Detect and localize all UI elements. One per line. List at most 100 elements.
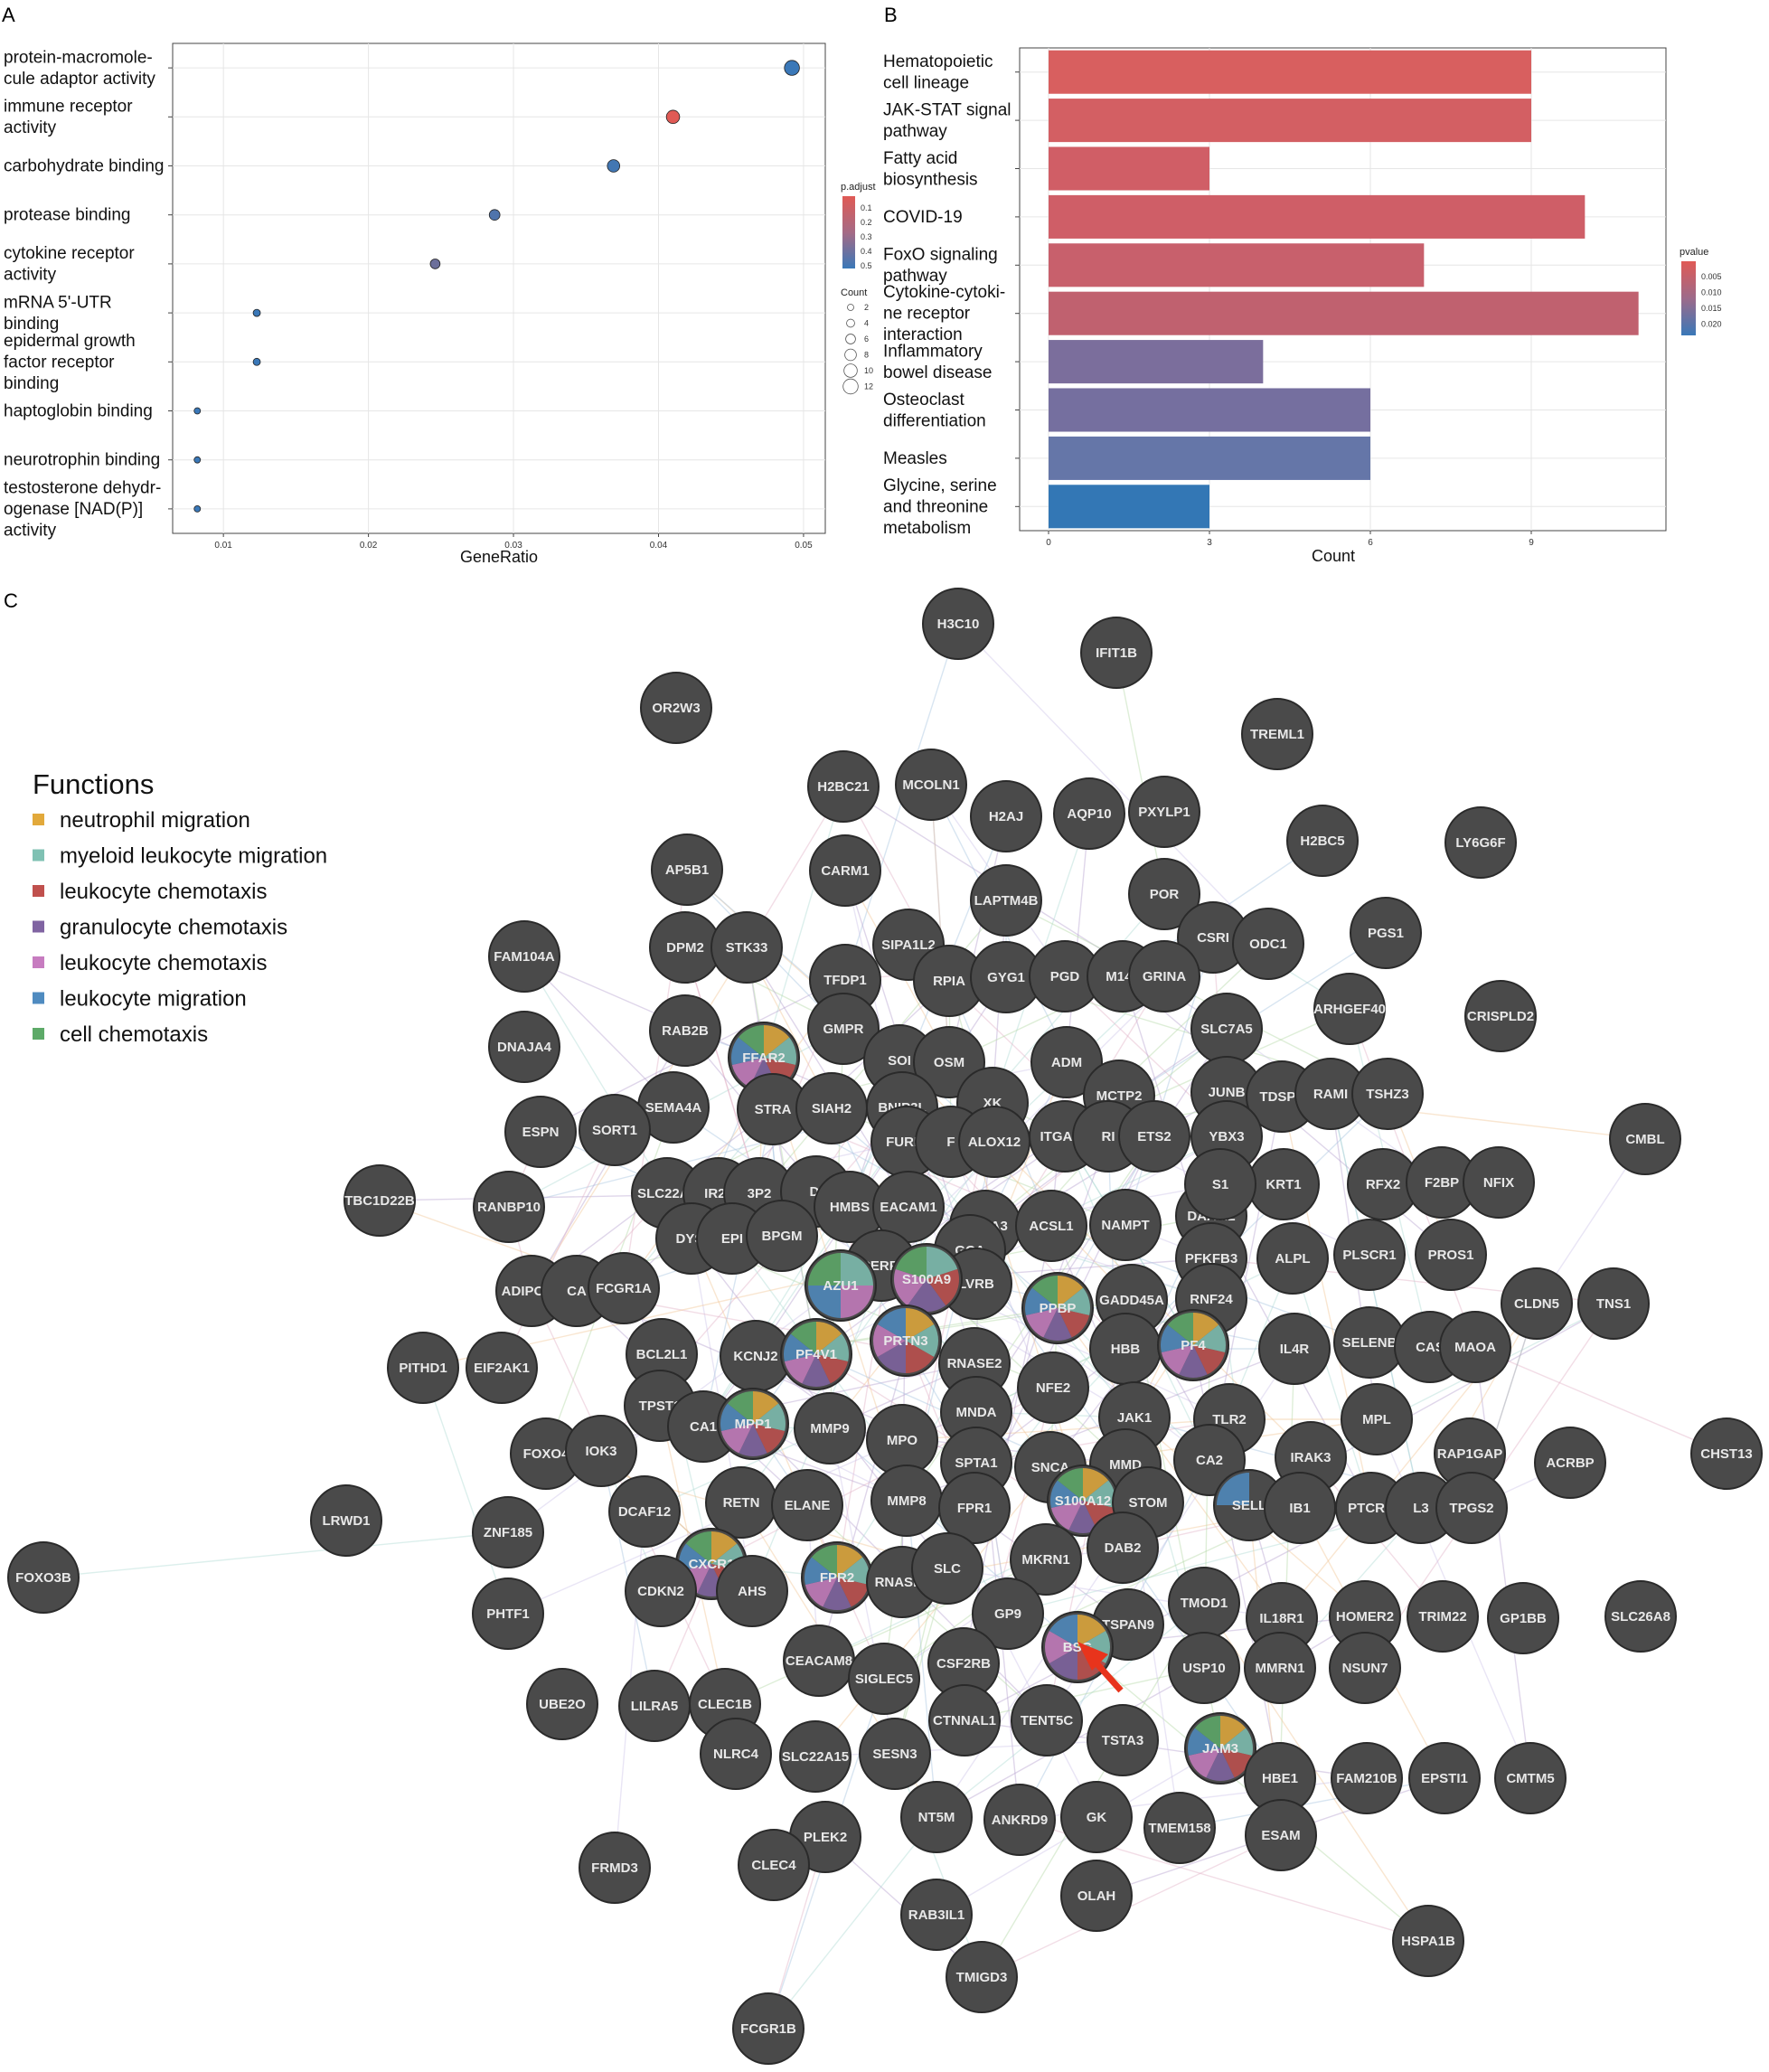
pie-slice [802, 1354, 831, 1387]
gene-node: TSTA3 [1087, 1704, 1159, 1776]
network-edge [684, 947, 760, 1194]
node-label: IB1 [1289, 1501, 1310, 1516]
node-label: TMIGD3 [956, 1970, 1008, 1985]
node-circle [1087, 1512, 1159, 1584]
gene-node: BSG [1041, 1611, 1114, 1683]
gene-node: UBE2O [526, 1668, 598, 1740]
node-label: CMBL [1625, 1132, 1664, 1147]
node-circle [466, 1332, 538, 1404]
node-label: FAM104A [494, 949, 555, 965]
node-label: YBX3 [1209, 1129, 1244, 1144]
legend-title-pvalue: pvalue [1680, 247, 1708, 258]
network-edge [981, 1834, 1282, 1978]
pie-slice [1161, 1324, 1193, 1353]
node-label: NFE2 [1036, 1380, 1070, 1396]
node-circle [1015, 1190, 1087, 1262]
pie-slice [1161, 1345, 1193, 1375]
pie-slice [906, 1324, 938, 1357]
gene-node: MNDA [940, 1376, 1012, 1448]
gene-node: PGD [1029, 940, 1101, 1012]
node-label: CAS [1416, 1340, 1444, 1355]
network-edge [1203, 1602, 1429, 1942]
node-circle [807, 750, 880, 823]
gene-node: FCGR1A [588, 1252, 660, 1324]
gene-node: AQP10 [1053, 777, 1125, 850]
node-label: CSF2RB [936, 1656, 991, 1672]
category-label: pathway [883, 267, 947, 286]
gene-node: HBB [1089, 1313, 1162, 1385]
node-circle [807, 993, 880, 1065]
node-label: SESN3 [872, 1747, 917, 1762]
category-labels-b: Hematopoietic cell lineage JAK-STAT signal… [883, 52, 1020, 538]
category-label: protease binding [4, 206, 131, 225]
gene-node: MCOLN1 [895, 749, 967, 821]
pie-slice [1193, 1345, 1226, 1375]
node-circle [1351, 1058, 1424, 1130]
node-circle [1392, 1905, 1464, 1977]
node-label: ESAM [1261, 1828, 1300, 1843]
legend-tick-pvalue: 0.015 [1701, 304, 1722, 313]
gene-node: PXYLP1 [1128, 776, 1200, 848]
gene-node: SELENB [1333, 1306, 1406, 1379]
node-label: IOK3 [585, 1444, 616, 1459]
node-circle [895, 749, 967, 821]
node-label: FOXO4 [523, 1446, 570, 1462]
pie-slice [906, 1308, 935, 1341]
function-label: leukocyte chemotaxis [60, 880, 267, 904]
bar [1049, 194, 1586, 239]
node-label: ARHGEF40 [1313, 1002, 1386, 1017]
gene-node: IFIT1B [1080, 617, 1153, 689]
category-label: haptoglobin binding [4, 402, 153, 421]
node-circle [970, 864, 1042, 937]
pie-slice [1083, 1468, 1109, 1501]
node-label: S100A9 [902, 1272, 951, 1287]
node-label: STRA [755, 1102, 792, 1117]
node-circle [1341, 1383, 1413, 1455]
node-circle [1408, 1742, 1481, 1814]
node-label: NFIX [1483, 1175, 1514, 1191]
gene-node: KRT1 [1247, 1148, 1320, 1220]
pie-slice [720, 1424, 753, 1454]
gene-node: SLC7A5 [1190, 993, 1263, 1065]
gene-node: TMOD1 [1168, 1567, 1240, 1639]
legend-tick-pvalue: 0.010 [1701, 288, 1722, 297]
node-circle [1609, 1103, 1681, 1175]
node-label: MCTP2 [1096, 1088, 1143, 1104]
node-label: MCOLN1 [902, 777, 959, 793]
category-label: Measles [883, 449, 947, 468]
pie-slice [720, 1403, 753, 1432]
network-nodes: H3C10 IFIT1B OR2W3 TREML1 H2BC21 MCOLN1 H2AJ AQ… [7, 588, 1763, 2065]
gene-node: SEMA4A [637, 1071, 710, 1144]
legend-tick-padjust: 0.4 [861, 247, 872, 256]
node-circle [488, 1011, 560, 1083]
node-label: ANKRD9 [992, 1813, 1049, 1828]
gene-node: SIAH2 [795, 1072, 868, 1144]
gene-node: S100A12 [1047, 1465, 1119, 1537]
node-circle [608, 1475, 681, 1548]
node-label: SIGLEC5 [855, 1672, 913, 1687]
x-tick-label: 0.02 [360, 541, 378, 551]
node-circle [310, 1484, 382, 1557]
node-label: OLAH [1077, 1888, 1116, 1904]
node-circle [504, 1096, 577, 1168]
node-label: CARM1 [821, 863, 869, 879]
gene-node: SLC22A15 [779, 1720, 852, 1793]
gene-node: S1 [1184, 1148, 1256, 1220]
node-label: RETN [723, 1495, 760, 1511]
network-edge [684, 947, 760, 1194]
node-label: MKRN1 [1021, 1552, 1069, 1568]
pie-slice [1220, 1716, 1247, 1748]
node-label: CEACAM8 [786, 1653, 852, 1669]
node-label: SORT1 [592, 1123, 637, 1138]
node-circle [716, 1555, 788, 1627]
gene-node: LAPTM4B [970, 864, 1042, 937]
node-label: PLEK2 [804, 1830, 847, 1845]
network-edge [806, 1504, 1048, 1721]
node-label: ODC1 [1249, 937, 1287, 952]
network-edge [1279, 1348, 1295, 1779]
gene-node: LY6G6F [1444, 806, 1517, 879]
node-circle [640, 672, 712, 744]
node-label: TSHZ3 [1366, 1087, 1409, 1102]
function-label: leukocyte chemotaxis [60, 951, 267, 975]
category-label: Inflammatory [883, 342, 983, 361]
